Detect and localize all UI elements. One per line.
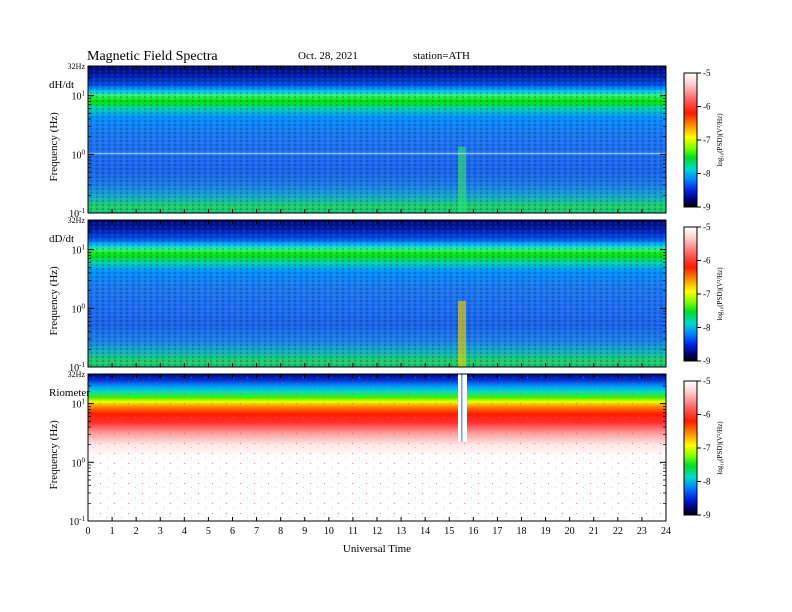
colorbar-label: log₁₀(PSD)(V²/Hz) xyxy=(716,267,724,321)
y-top-label: 32Hz xyxy=(68,370,86,379)
panel-label: Riometer xyxy=(49,387,90,399)
colorbar-tick-label: -6 xyxy=(703,256,711,266)
y-axis-label: Frequency (Hz) xyxy=(48,266,60,336)
x-axis-label: Universal Time xyxy=(343,543,411,555)
x-tick-label: 22 xyxy=(613,526,623,537)
colorbar-tick-label: -8 xyxy=(703,169,711,179)
y-tick-label: 100 xyxy=(72,302,86,315)
colorbar-2: -5 -6 -7 -8 -9 log₁₀(PSD)(V²/Hz) xyxy=(683,222,724,366)
x-tick-label: 23 xyxy=(637,526,647,537)
x-tick-label: 20 xyxy=(565,526,575,537)
x-tick-label: 14 xyxy=(420,526,430,537)
colorbar-tick-label: -7 xyxy=(703,443,711,453)
colorbar-1: -5 -6 -7 -8 -9 log₁₀(PSD)(V²/Hz) xyxy=(683,68,724,212)
colorbar-tick-label: -9 xyxy=(703,356,711,366)
colorbar-label: log₁₀(PSD)(V²/Hz) xyxy=(716,421,724,475)
x-tick-label: 16 xyxy=(468,526,478,537)
colorbar-tick-label: -6 xyxy=(703,410,711,420)
colorbar-scale xyxy=(683,226,698,362)
x-tick-label: 17 xyxy=(492,526,502,537)
x-tick-label: 18 xyxy=(517,526,527,537)
colorbar-tick-label: -5 xyxy=(703,376,711,386)
x-tick-label: 8 xyxy=(278,526,283,537)
colorbar-tick-label: -9 xyxy=(703,202,711,212)
x-tick-label: 15 xyxy=(444,526,454,537)
x-tick-label: 12 xyxy=(372,526,382,537)
y-top-label: 32Hz xyxy=(68,216,86,225)
x-tick-label: 0 xyxy=(86,526,91,537)
colorbar-scale xyxy=(683,72,698,208)
colorbar-tick-label: -8 xyxy=(703,477,711,487)
panel-label: dH/dt xyxy=(49,79,74,91)
x-tick-label: 2 xyxy=(134,526,139,537)
colorbar-label: log₁₀(PSD)(V²/Hz) xyxy=(716,113,724,167)
line-artifact xyxy=(88,152,666,155)
panel-label: dD/dt xyxy=(49,233,74,245)
x-tick-label: 19 xyxy=(541,526,551,537)
x-tick-label: 6 xyxy=(230,526,235,537)
figure-title: Magnetic Field Spectra xyxy=(87,49,218,64)
y-tick-label: 10-1 xyxy=(69,207,85,220)
x-tick-label: 7 xyxy=(254,526,259,537)
colorbar-3: -5 -6 -7 -8 -9 log₁₀(PSD)(V²/Hz) xyxy=(683,376,724,520)
x-tick-label: 9 xyxy=(302,526,307,537)
panel-3: 101 100 10-1 32Hz Riometer Frequency (Hz) -5 -6… xyxy=(48,370,724,528)
x-tick-label: 13 xyxy=(396,526,406,537)
station-label: station=ATH xyxy=(413,50,470,62)
x-tick-label: 24 xyxy=(661,526,671,537)
colorbar-tick-label: -5 xyxy=(703,68,711,78)
y-top-label: 32Hz xyxy=(68,62,86,71)
x-tick-label: 1 xyxy=(110,526,115,537)
y-tick-label: 101 xyxy=(72,90,86,103)
colorbar-tick-label: -8 xyxy=(703,323,711,333)
colorbar-tick-label: -7 xyxy=(703,289,711,299)
y-tick-label: 10-1 xyxy=(69,515,85,528)
y-axis-label: Frequency (Hz) xyxy=(48,420,60,490)
x-tick-label: 5 xyxy=(206,526,211,537)
x-tick-label: 4 xyxy=(182,526,187,537)
y-tick-label: 101 xyxy=(72,244,86,257)
colorbar-tick-label: -9 xyxy=(703,510,711,520)
event-feature xyxy=(458,146,466,213)
x-tick-label: 11 xyxy=(348,526,358,537)
x-axis: 0 1 2 3 4 5 6 7 8 9 10 11 12 13 14 15 16 17 18 19 20 21 22 23 24 xyxy=(86,526,672,537)
x-tick-label: 21 xyxy=(589,526,599,537)
event-feature xyxy=(458,300,466,367)
y-axis-label: Frequency (Hz) xyxy=(48,112,60,182)
colorbar-scale xyxy=(683,380,698,516)
y-tick-label: 10-1 xyxy=(69,361,85,374)
colorbar-tick-label: -5 xyxy=(703,222,711,232)
y-tick-label: 100 xyxy=(72,456,86,469)
x-tick-label: 3 xyxy=(158,526,163,537)
y-tick-label: 101 xyxy=(72,398,86,411)
date-label: Oct. 28, 2021 xyxy=(298,50,358,62)
y-tick-label: 100 xyxy=(72,148,86,161)
colorbar-tick-label: -6 xyxy=(703,102,711,112)
x-tick-label: 10 xyxy=(324,526,334,537)
colorbar-tick-label: -7 xyxy=(703,135,711,145)
